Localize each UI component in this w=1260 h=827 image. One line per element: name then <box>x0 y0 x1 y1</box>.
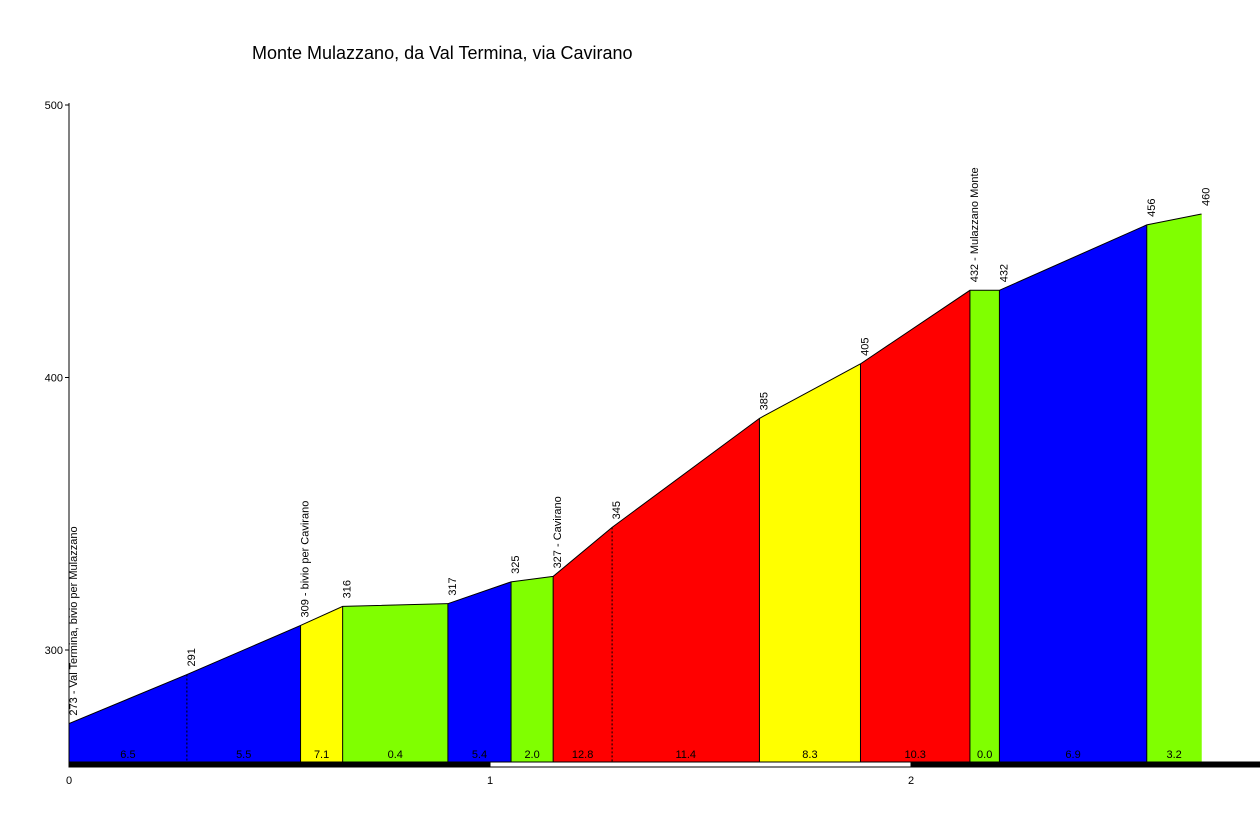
x-axis-band-1 <box>489 761 912 768</box>
segment-5 <box>510 576 554 763</box>
segment-2 <box>300 606 343 763</box>
y-tick-label-300: 300 <box>45 645 63 657</box>
x-axis-band-0 <box>68 761 491 768</box>
altitude-label-5: 325 <box>510 556 522 574</box>
gradient-labels: 6.5 5.5 7.1 0.4 5.4 2.0 12.8 11.4 8.3 10.3 0.0 6.9 3… <box>120 749 1181 761</box>
gradient-label-8: 8.3 <box>802 749 817 761</box>
altitude-label-10: 432 - Mulazzano Monte <box>969 167 981 282</box>
axes: 300 400 500 0 1 2 <box>45 100 1260 787</box>
gradient-label-2: 7.1 <box>314 749 329 761</box>
x-tick-label-0: 0 <box>66 775 72 787</box>
segment-3 <box>342 603 449 763</box>
gradient-label-11: 6.9 <box>1065 749 1080 761</box>
segment-10 <box>969 290 1000 763</box>
x-tick-label-1: 1 <box>487 775 493 787</box>
gradient-label-0: 6.5 <box>120 749 135 761</box>
gradient-label-4: 5.4 <box>472 749 487 761</box>
altitude-label-6: 327 - Cavirano <box>552 496 564 568</box>
gradient-label-1: 5.5 <box>236 749 251 761</box>
gradient-label-12: 3.2 <box>1166 749 1181 761</box>
gradient-label-5: 2.0 <box>524 749 539 761</box>
segment-1 <box>186 625 301 763</box>
segment-11 <box>999 224 1148 763</box>
profile-segments <box>68 213 1202 763</box>
altitude-label-8: 385 <box>758 392 770 410</box>
segment-7 <box>611 417 760 763</box>
x-axis-band-2 <box>910 761 1260 768</box>
chart-title: Monte Mulazzano, da Val Termina, via Cav… <box>252 43 633 63</box>
altitude-label-12: 456 <box>1146 199 1158 217</box>
altitude-labels: 273 - Val Termina, bivio per Mulazzano 29… <box>68 167 1212 715</box>
altitude-label-13: 460 <box>1200 188 1212 206</box>
x-tick-label-2: 2 <box>908 775 914 787</box>
altitude-label-7: 345 <box>611 501 623 519</box>
altitude-label-2: 309 - bivio per Cavirano <box>300 501 312 618</box>
altitude-label-9: 405 <box>859 338 871 356</box>
gradient-label-3: 0.4 <box>388 749 403 761</box>
altitude-label-11: 432 <box>998 264 1010 282</box>
gradient-label-6: 12.8 <box>572 749 593 761</box>
altitude-label-0: 273 - Val Termina, bivio per Mulazzano <box>68 526 80 715</box>
segment-boundaries <box>186 224 1148 762</box>
altitude-label-3: 316 <box>342 580 354 598</box>
gradient-label-7: 11.4 <box>675 749 696 761</box>
y-tick-label-400: 400 <box>45 373 63 385</box>
segment-9 <box>860 289 971 763</box>
profile-line <box>68 213 1202 725</box>
segment-4 <box>447 581 512 763</box>
y-tick-label-500: 500 <box>45 100 63 112</box>
gradient-label-10: 0.0 <box>977 749 992 761</box>
altitude-label-4: 317 <box>447 577 459 595</box>
gradient-label-9: 10.3 <box>904 749 925 761</box>
segment-8 <box>759 363 861 763</box>
altitude-label-1: 291 <box>186 648 198 666</box>
segment-12 <box>1146 213 1202 763</box>
